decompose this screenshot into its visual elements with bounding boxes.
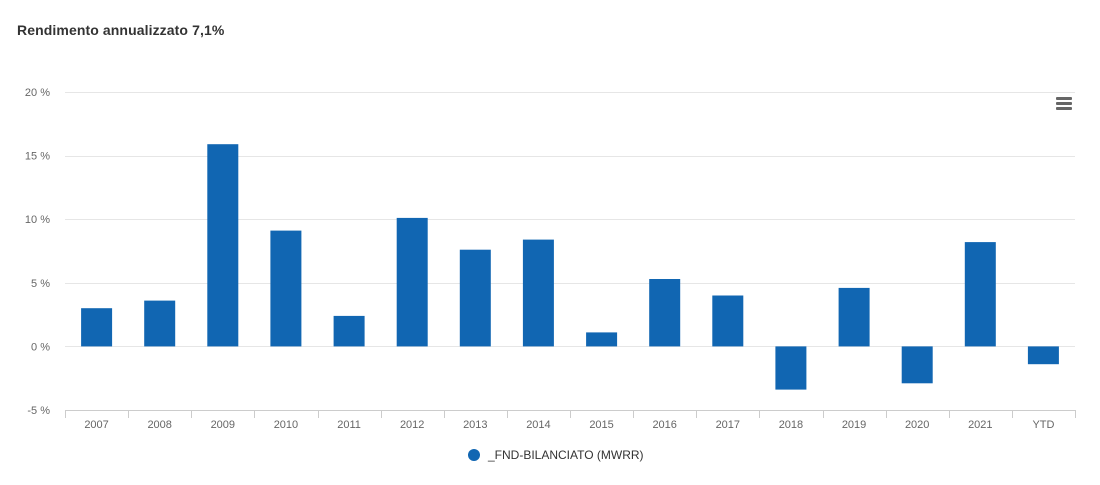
- y-tick-label: 0 %: [31, 341, 50, 353]
- bar-2016: [649, 279, 681, 347]
- bar-2018: [775, 346, 807, 390]
- chart-menu-button[interactable]: [1052, 94, 1076, 114]
- x-tick-label: 2016: [652, 419, 676, 431]
- x-tick-label: 2021: [968, 419, 992, 431]
- x-tick-label: 2012: [400, 419, 424, 431]
- bar-2012: [396, 217, 428, 347]
- bar-2008: [144, 300, 176, 347]
- bar-2019: [838, 287, 870, 347]
- bar-2014: [522, 239, 554, 347]
- x-tick-label: 2007: [84, 419, 108, 431]
- bar-2021: [964, 242, 996, 347]
- bar-YTD: [1027, 346, 1059, 365]
- bar-2017: [712, 295, 744, 347]
- x-tick-label: 2017: [716, 419, 740, 431]
- bar-2020: [901, 346, 933, 384]
- legend-marker: [468, 449, 480, 461]
- y-tick-label: -5 %: [27, 405, 50, 417]
- x-tick-label: 2011: [337, 419, 361, 431]
- x-tick-label: YTD: [1032, 419, 1054, 431]
- bar-2010: [270, 230, 302, 347]
- x-tick-label: 2020: [905, 419, 929, 431]
- chart-title: Rendimento annualizzato 7,1%: [17, 22, 225, 38]
- y-tick-label: 10 %: [25, 214, 50, 226]
- x-tick-label: 2009: [211, 419, 235, 431]
- bar-2011: [333, 315, 365, 347]
- hamburger-menu-icon: [1056, 97, 1072, 100]
- x-tick-label: 2014: [526, 419, 550, 431]
- x-tick-label: 2008: [147, 419, 171, 431]
- x-tick-label: 2010: [274, 419, 298, 431]
- bar-2013: [459, 249, 491, 347]
- x-tick-label: 2019: [842, 419, 866, 431]
- y-tick-label: 5 %: [31, 278, 50, 290]
- bar-2009: [207, 144, 239, 347]
- bar-2007: [81, 308, 113, 347]
- y-tick-label: 20 %: [25, 87, 50, 99]
- bar-2015: [586, 332, 618, 347]
- legend-item[interactable]: _FND-BILANCIATO (MWRR): [468, 446, 644, 464]
- x-tick-label: 2018: [779, 419, 803, 431]
- x-tick-label: 2015: [589, 419, 613, 431]
- y-tick-label: 15 %: [25, 151, 50, 163]
- x-tick-label: 2013: [463, 419, 487, 431]
- legend-label: _FND-BILANCIATO (MWRR): [488, 448, 644, 462]
